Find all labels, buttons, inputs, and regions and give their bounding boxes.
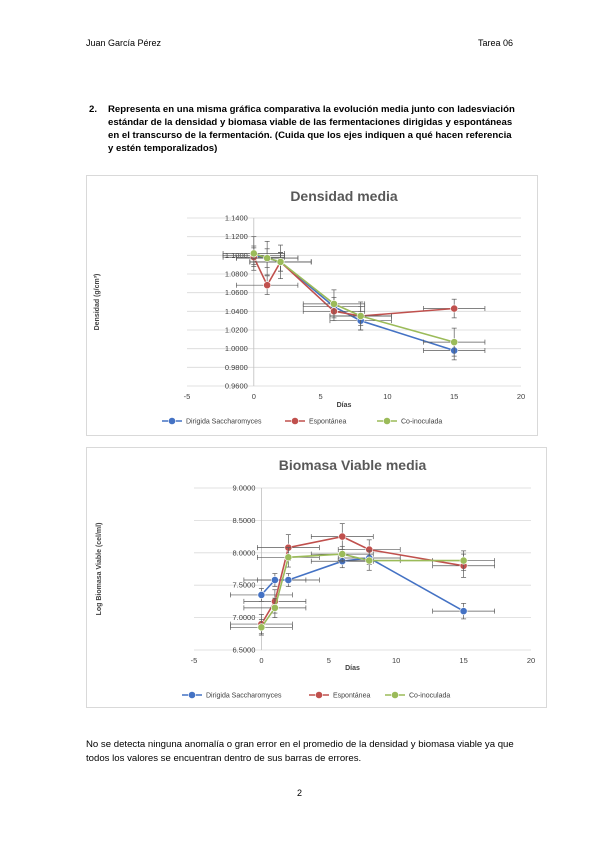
- x-tick-label: 10: [383, 392, 391, 401]
- data-point: [257, 623, 266, 632]
- biomass-chart: Biomasa Viable media 6.5000 7.0000 7.5000 8.…: [86, 447, 547, 708]
- density-chart-svg: Densidad media 0.9600 0.9800 1.0000 1.0200 1.…: [94, 188, 525, 426]
- y-tick-label: 1.0000: [225, 344, 248, 353]
- data-point: [263, 254, 272, 263]
- legend-marker: [291, 417, 299, 425]
- data-point: [276, 257, 285, 266]
- x-tick-label: -5: [191, 656, 198, 665]
- y-tick-label: 6.5000: [232, 646, 255, 655]
- page-number: 2: [296, 788, 302, 798]
- biomass-chart-svg: Biomasa Viable media 6.5000 7.0000 7.5000 8.…: [96, 457, 535, 700]
- data-point: [356, 312, 365, 320]
- x-tick-label: 10: [392, 656, 400, 665]
- density-chart: Densidad media 0.9600 0.9800 1.0000 1.0200 1.…: [86, 175, 538, 436]
- y-axis-label: Densidad (g/cm³): [94, 274, 101, 331]
- y-tick-label: 1.0400: [225, 307, 248, 316]
- data-point: [257, 591, 266, 599]
- x-tick-label: 0: [259, 656, 263, 665]
- x-tick-label: -5: [184, 392, 191, 401]
- y-tick-label: 1.1400: [225, 214, 248, 223]
- legend-marker: [168, 417, 176, 425]
- data-point: [284, 576, 293, 584]
- legend-label: Dirigida Saccharomyces: [206, 693, 282, 700]
- data-point: [330, 299, 338, 308]
- x-tick-label: 20: [527, 656, 535, 665]
- question-text: Representa en una misma gráfica comparat…: [108, 104, 515, 154]
- data-point: [459, 607, 468, 616]
- data-point: [450, 338, 459, 347]
- x-tick-label: 5: [327, 656, 331, 665]
- series-line: [253, 252, 455, 343]
- x-axis-label: Días: [345, 665, 360, 672]
- x-tick-label: 5: [319, 392, 323, 401]
- series-line: [260, 553, 464, 628]
- header-author: Juan García Pérez: [86, 38, 162, 48]
- x-axis-label: Días: [337, 402, 352, 409]
- series-line: [253, 256, 455, 317]
- data-point: [459, 556, 468, 565]
- x-tick-label: 15: [459, 656, 467, 665]
- data-point: [338, 550, 347, 558]
- conclusion-text: No se detecta ninguna anomalía o gran er…: [86, 739, 514, 764]
- question-block: 2. Representa en una misma gráfica compa…: [89, 103, 518, 155]
- y-tick-label: 0.9800: [225, 363, 248, 372]
- legend-label: Co-inoculada: [409, 693, 450, 700]
- data-point: [249, 249, 258, 258]
- y-tick-label: 9.0000: [232, 484, 255, 493]
- y-tick-label: 8.5000: [232, 516, 255, 525]
- question-number: 2.: [89, 104, 98, 115]
- legend-marker: [188, 691, 196, 699]
- y-tick-label: 1.0600: [225, 288, 248, 297]
- data-point: [270, 603, 279, 612]
- y-tick-label: 1.1200: [225, 232, 248, 241]
- legend-label: Dirigida Saccharomyces: [186, 419, 262, 426]
- data-point: [270, 576, 279, 584]
- x-tick-label: 20: [517, 392, 525, 401]
- y-tick-label: 8.0000: [232, 548, 255, 557]
- y-tick-label: 7.5000: [232, 581, 255, 590]
- legend-label: Espontánea: [309, 419, 346, 426]
- data-point: [263, 281, 272, 290]
- y-tick-label: 0.9600: [225, 382, 248, 391]
- legend-marker: [391, 691, 399, 699]
- data-point: [450, 304, 459, 313]
- y-tick-label: 1.0200: [225, 326, 248, 335]
- chart-title: Densidad media: [290, 188, 398, 204]
- legend-marker: [383, 417, 391, 425]
- x-tick-label: 15: [450, 392, 458, 401]
- legend-label: Co-inoculada: [401, 419, 442, 426]
- legend-label: Espontánea: [333, 693, 370, 700]
- chart-title: Biomasa Viable media: [279, 457, 427, 473]
- header-task: Tarea 06: [477, 38, 513, 48]
- x-tick-label: 0: [252, 392, 256, 401]
- series-line: [253, 254, 455, 352]
- y-tick-label: 1.0800: [225, 270, 248, 279]
- data-point: [338, 532, 347, 541]
- y-tick-label: 7.0000: [232, 613, 255, 622]
- legend-marker: [315, 691, 323, 699]
- data-point: [365, 556, 374, 565]
- data-point: [284, 553, 293, 562]
- y-axis-label: Log Biomasa Viable (cel/ml): [96, 523, 103, 616]
